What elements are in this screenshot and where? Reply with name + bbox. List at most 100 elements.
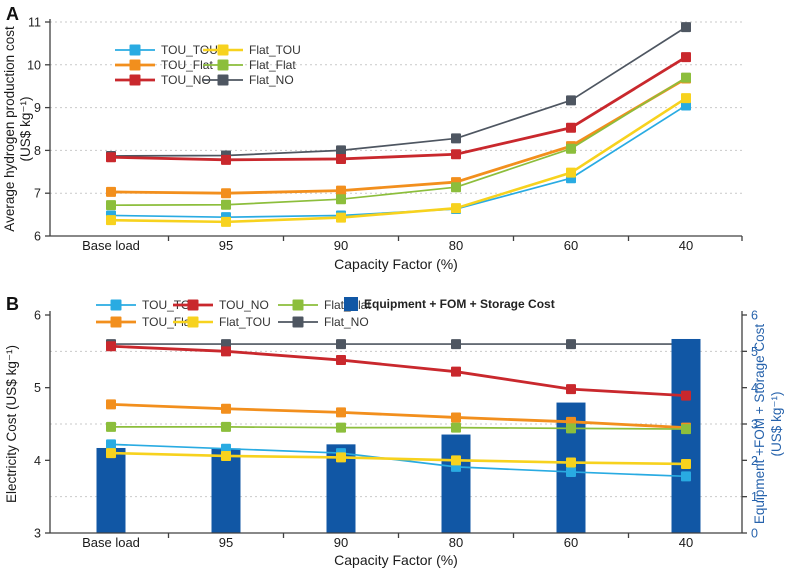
series-Flat_TOU [106,448,691,469]
x-tick-label: 90 [334,238,348,253]
y-tick-label: 9 [34,101,41,115]
legend-swatch [110,299,122,311]
series-Flat_TOU-marker [451,455,461,466]
legend-label: Flat_NO [249,73,294,87]
series-TOU_Flat-marker [451,412,461,423]
series-TOU_NO-marker [451,366,461,377]
x-tick-label: 40 [679,238,693,253]
legend-swatch [217,59,229,71]
panel-b-letter: B [6,294,19,314]
series-Flat_Flat-marker [336,194,346,205]
x-tick-label: Base load [82,238,140,253]
legend-label: Flat_TOU [249,43,301,57]
series-Flat_TOU-marker [221,216,231,227]
series-TOU_NO-marker [221,154,231,165]
legend-swatch [187,299,199,311]
series-TOU_NO-marker [451,149,461,160]
series-TOU_Flat-marker [106,399,116,410]
series-Flat_NO-marker [566,95,576,106]
legend-swatch [292,299,304,311]
series-Flat_Flat-marker [221,199,231,210]
legend-label: Flat_Flat [249,58,296,72]
legend-swatch [129,74,141,86]
series-Flat_TOU-marker [566,167,576,178]
series-Flat_TOU-line [110,97,687,224]
series-Flat_TOU-marker [566,457,576,468]
y-tick-label: 11 [28,16,41,30]
series-TOU_Flat [106,73,691,199]
series-TOU_NO-marker [336,355,346,366]
series-TOU_NO-marker [681,52,691,63]
legend-item-TOU_TOU: TOU_TOU [115,43,218,57]
legend-label: TOU_TOU [142,298,199,312]
series-Flat_TOU-marker [106,448,116,459]
y-axis-title: Average hydrogen production cost(US$ kg⁻… [2,26,33,232]
legend-item-Flat_Flat: Flat_Flat [203,58,296,72]
right-y-tick-label: 4 [751,381,758,395]
bar [671,338,701,533]
legend-swatch [129,44,141,56]
legend-bar-swatch [344,297,358,311]
x-tick-label: 60 [564,238,578,253]
series-TOU_TOU [106,439,691,482]
right-y-tick-label: 2 [751,454,758,468]
legend-item-TOU_NO: TOU_NO [173,298,269,312]
series-Flat_TOU-marker [336,212,346,223]
y-tick-label: 7 [34,187,41,201]
series-Flat_TOU-marker [681,93,691,104]
legend-item-TOU_NO: TOU_NO [115,73,211,87]
legend-swatch [129,59,141,71]
series-TOU_Flat-marker [336,407,346,418]
left-y-tick-label: 3 [34,527,41,541]
right-y-axis-title: Equipment +FOM + Storage Cost (US$ kg⁻¹) [752,324,784,525]
legend-label: TOU_Flat [142,315,194,329]
x-tick-label: 80 [449,238,463,253]
series-Flat_NO-marker [566,339,576,350]
legend-item-Flat_TOU: Flat_TOU [203,43,301,57]
panel-a-chart: A 6 7 8 9 10 11 Base load 95 90 80 60 40 Capacity Fac… [2,4,743,272]
x-tick-label: Base load [82,535,140,550]
y-tick-label: 10 [27,58,41,72]
series-TOU_NO-marker [566,122,576,133]
series-Flat_Flat-marker [681,72,691,83]
series-TOU_TOU-line [110,443,687,478]
series-Flat_Flat [106,72,691,211]
y-tick-label: 6 [34,230,41,244]
series-Flat_Flat-marker [106,200,116,211]
left-y-axis-title: Electricity Cost (US$ kg⁻¹) [4,345,19,503]
x-tick-label: 90 [334,535,348,550]
series-Flat_TOU-marker [451,203,461,214]
series-TOU_NO-marker [336,153,346,164]
series-Flat_NO-marker [336,339,346,350]
series-Flat_Flat-marker [451,182,461,193]
series-TOU_Flat-marker [106,186,116,197]
left-y-tick-label: 6 [34,309,41,323]
series-Flat_Flat-marker [106,421,116,432]
bar [211,448,241,533]
bar [96,447,126,533]
x-axis-title: Capacity Factor (%) [334,256,458,272]
x-tick-label: 95 [219,535,233,550]
legend-swatch [110,316,122,328]
series-TOU_TOU-marker [566,466,576,477]
right-y-tick-label: 5 [751,345,758,359]
panel-a: A 6 7 8 9 10 11 Base load 95 90 80 60 40 Capacity Fac… [0,0,800,285]
series-TOU_TOU-marker [681,471,691,482]
bar [441,434,471,533]
series-TOU_Flat-line [110,77,687,195]
legend-label: TOU_NO [219,298,269,312]
series-Flat_NO [106,339,691,350]
series-Flat_Flat [106,421,691,435]
series-TOU_NO-marker [681,390,691,401]
series-TOU_NO-marker [106,341,116,352]
right-y-tick-label: 0 [751,527,758,541]
series-TOU_Flat-marker [221,188,231,199]
series-TOU_Flat-line [110,402,687,430]
left-y-tick-label: 4 [34,454,41,468]
series-Flat_TOU-line [110,451,687,466]
series-Flat_TOU-marker [681,458,691,469]
series-Flat_TOU-marker [221,450,231,461]
y-tick-label: 8 [34,144,41,158]
